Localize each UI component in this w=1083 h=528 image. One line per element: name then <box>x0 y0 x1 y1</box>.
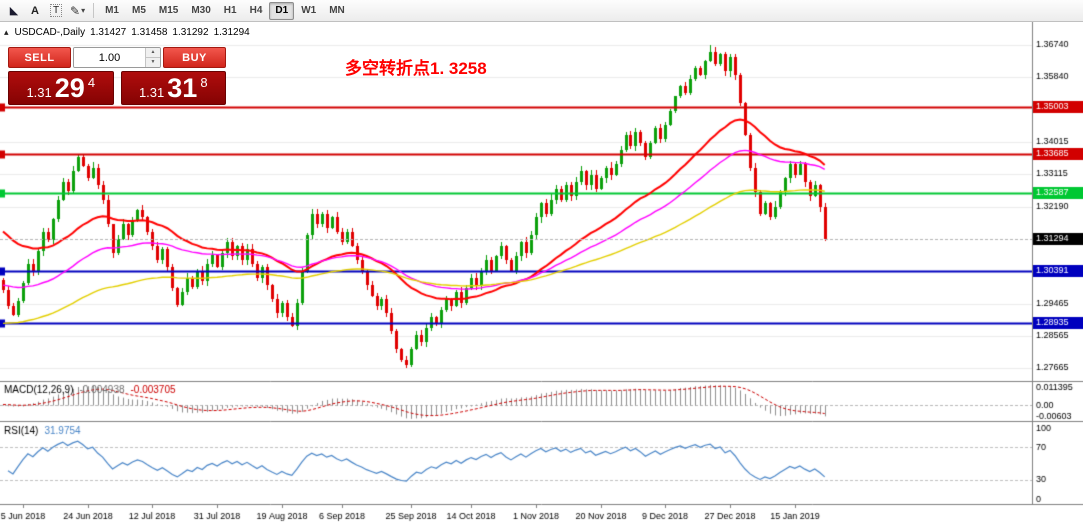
chart-annotation-text[interactable]: 多空转折点1. 3258 <box>345 59 487 78</box>
sell-price-big: 29 <box>54 73 85 103</box>
sell-button[interactable]: SELL <box>8 47 71 68</box>
text-tool-icon: T <box>49 4 63 17</box>
sell-price-prefix: 1.31 <box>26 85 52 100</box>
sell-price-sup: 4 <box>87 75 96 90</box>
pointer-tool-icon: ◣ <box>9 4 19 17</box>
ohlc-high-value: 1.31458 <box>131 27 168 38</box>
timeframe-button-w1[interactable]: W1 <box>295 2 322 20</box>
chart-symbol-label: USDCAD-,Daily <box>14 27 86 38</box>
timeframe-button-d1[interactable]: D1 <box>269 1 295 20</box>
buy-price-sup: 8 <box>200 75 208 90</box>
one-click-trading-panel: SELL ▲ ▼ BUY 1.31 29 4 1.31 31 8 <box>8 47 226 105</box>
draw-tool-button[interactable]: ✎ ▾ <box>67 2 88 20</box>
text-tool-button[interactable]: T <box>46 2 66 20</box>
ohlc-open-value: 1.31427 <box>90 27 127 38</box>
timeframe-button-m1[interactable]: M1 <box>99 2 125 20</box>
trade-panel-collapse-icon[interactable]: ▴ <box>4 27 9 37</box>
timeframe-button-h1[interactable]: H1 <box>218 2 243 20</box>
volume-up-button[interactable]: ▲ <box>146 48 160 58</box>
buy-button[interactable]: BUY <box>163 47 226 68</box>
text-label-tool-button[interactable]: A <box>25 2 45 20</box>
volume-spinner: ▲ ▼ <box>145 48 160 67</box>
buy-price-prefix: 1.31 <box>138 85 165 100</box>
volume-input[interactable] <box>74 48 145 67</box>
chart-area: ▴ USDCAD-,Daily 1.31427 1.31458 1.31292 … <box>0 22 1083 528</box>
toolbar-separator <box>93 3 95 18</box>
pencil-icon: ✎ <box>70 3 81 18</box>
buy-price-display[interactable]: 1.31 31 8 <box>120 71 226 105</box>
timeframe-button-h4[interactable]: H4 <box>244 2 269 20</box>
chevron-down-icon: ▾ <box>81 6 86 15</box>
chart-title: ▴ USDCAD-,Daily 1.31427 1.31458 1.31292 … <box>4 27 250 38</box>
toolbar: ◣ A T ✎ ▾ M1 M5 M15 M30 H1 H4 D1 W1 MN <box>0 0 1083 22</box>
pointer-tool-button[interactable]: ◣ <box>4 2 24 20</box>
ohlc-close-value: 1.31294 <box>213 27 250 38</box>
ohlc-low-value: 1.31292 <box>172 27 209 38</box>
timeframe-button-m15[interactable]: M15 <box>153 2 184 20</box>
timeframe-button-m30[interactable]: M30 <box>185 2 216 20</box>
sell-price-display[interactable]: 1.31 29 4 <box>8 71 114 105</box>
timeframe-button-mn[interactable]: MN <box>323 2 351 20</box>
timeframe-button-m5[interactable]: M5 <box>126 2 152 20</box>
price-chart-canvas[interactable] <box>0 22 1083 528</box>
buy-price-big: 31 <box>167 73 198 103</box>
volume-down-button[interactable]: ▼ <box>146 58 160 67</box>
volume-box: ▲ ▼ <box>73 47 161 68</box>
